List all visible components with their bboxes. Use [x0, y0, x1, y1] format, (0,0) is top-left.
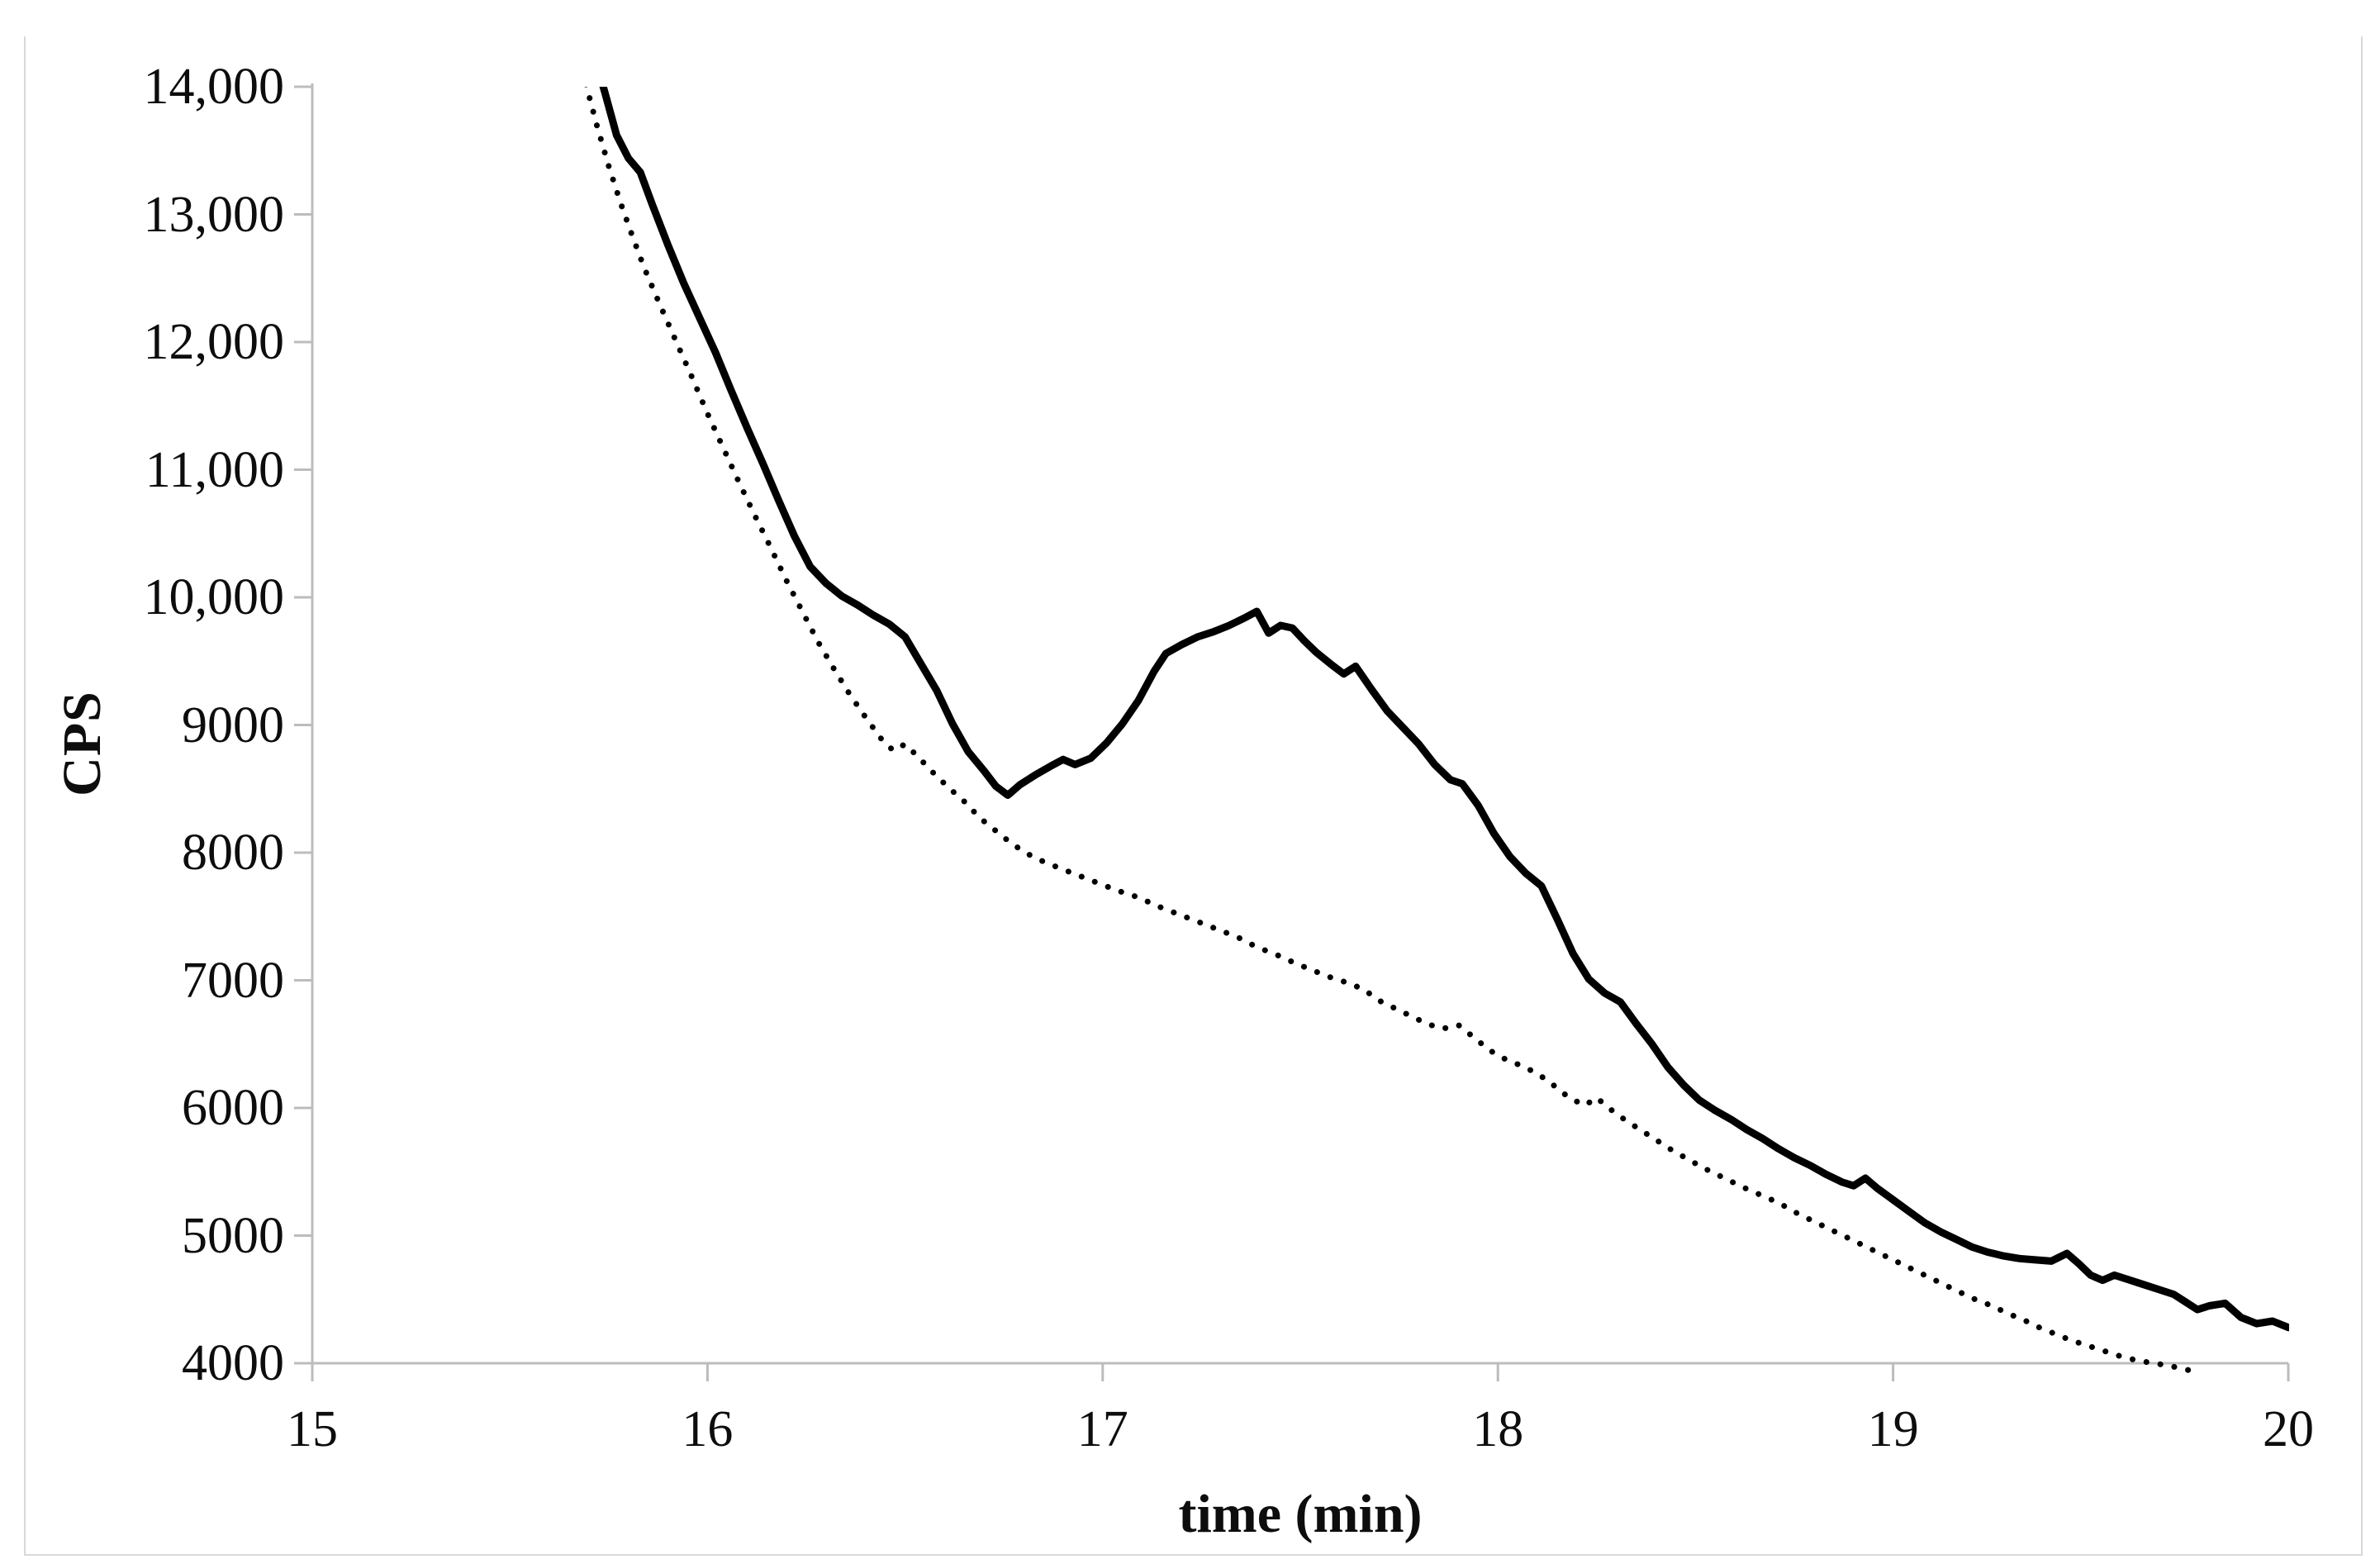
y-tick-label: 8000	[182, 825, 284, 881]
y-tick-label: 6000	[182, 1080, 284, 1136]
y-tick-label: 14,000	[143, 59, 285, 115]
x-tick-label: 16	[682, 1401, 734, 1457]
figure-border-right	[2361, 36, 2363, 1556]
y-tick-label: 4000	[182, 1335, 284, 1391]
y-tick-label: 13,000	[143, 186, 285, 243]
x-tick-label: 20	[2263, 1401, 2314, 1457]
figure-border-bottom	[24, 1554, 2363, 1556]
figure-border-left	[24, 36, 26, 1556]
x-tick-label: 18	[1472, 1401, 1524, 1457]
y-tick-label: 9000	[182, 696, 284, 753]
y-tick-label: 5000	[182, 1207, 284, 1264]
x-tick-label: 17	[1076, 1401, 1128, 1457]
x-tick-label: 19	[1867, 1401, 1919, 1457]
y-tick-label: 7000	[182, 952, 284, 1009]
solid-series-line	[599, 87, 2289, 1332]
x-tick-label: 15	[287, 1401, 338, 1457]
x-axis-title: time (min)	[1178, 1484, 1423, 1544]
y-tick-label: 11,000	[145, 441, 284, 498]
y-tick-label: 12,000	[143, 314, 285, 370]
dotted-series-line	[583, 87, 2205, 1376]
y-tick-label: 10,000	[143, 569, 285, 625]
